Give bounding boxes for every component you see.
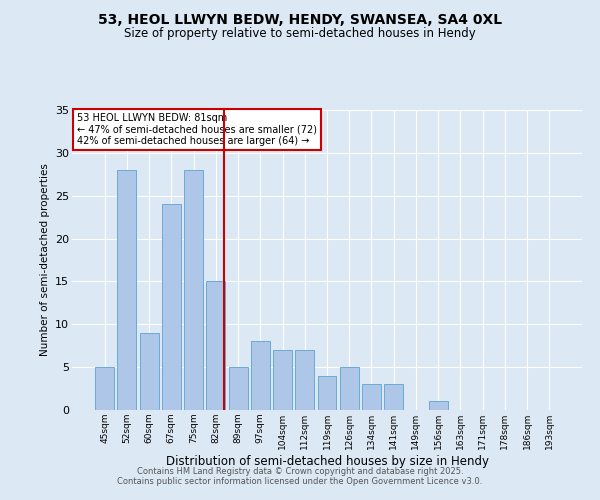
Bar — [273, 350, 292, 410]
Bar — [229, 367, 248, 410]
Bar — [317, 376, 337, 410]
Bar — [340, 367, 359, 410]
Bar — [140, 333, 158, 410]
Bar — [206, 282, 225, 410]
Text: 53, HEOL LLWYN BEDW, HENDY, SWANSEA, SA4 0XL: 53, HEOL LLWYN BEDW, HENDY, SWANSEA, SA4… — [98, 12, 502, 26]
Bar — [384, 384, 403, 410]
Text: Size of property relative to semi-detached houses in Hendy: Size of property relative to semi-detach… — [124, 28, 476, 40]
Text: Contains HM Land Registry data © Crown copyright and database right 2025.: Contains HM Land Registry data © Crown c… — [137, 468, 463, 476]
Text: Contains public sector information licensed under the Open Government Licence v3: Contains public sector information licen… — [118, 478, 482, 486]
Text: 53 HEOL LLWYN BEDW: 81sqm
← 47% of semi-detached houses are smaller (72)
42% of : 53 HEOL LLWYN BEDW: 81sqm ← 47% of semi-… — [77, 113, 317, 146]
Bar — [184, 170, 203, 410]
Bar — [118, 170, 136, 410]
Bar — [251, 342, 270, 410]
Bar — [429, 402, 448, 410]
X-axis label: Distribution of semi-detached houses by size in Hendy: Distribution of semi-detached houses by … — [166, 454, 488, 468]
Bar — [362, 384, 381, 410]
Bar — [295, 350, 314, 410]
Y-axis label: Number of semi-detached properties: Number of semi-detached properties — [40, 164, 50, 356]
Bar — [95, 367, 114, 410]
Bar — [162, 204, 181, 410]
